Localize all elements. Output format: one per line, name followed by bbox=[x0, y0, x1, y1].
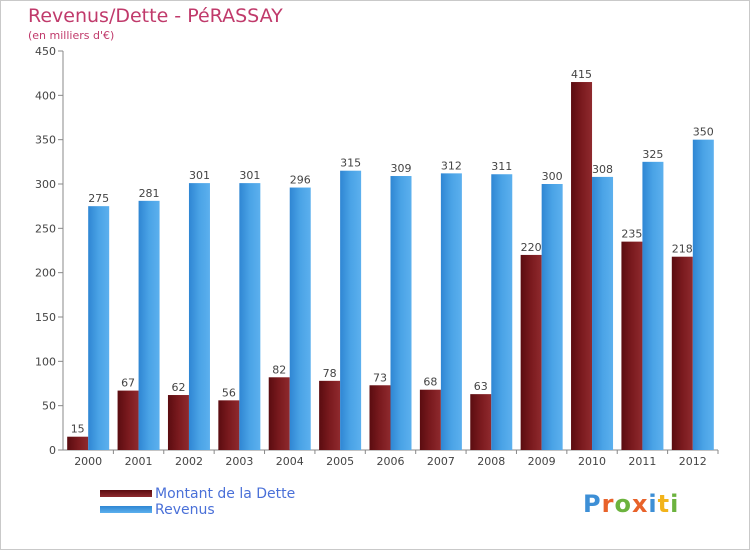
x-tick-label: 2002 bbox=[175, 455, 203, 468]
value-label: 301 bbox=[239, 169, 260, 182]
value-label: 275 bbox=[88, 192, 109, 205]
bar-revenus bbox=[642, 161, 664, 451]
bar-revenus bbox=[188, 183, 210, 450]
y-tick-label: 200 bbox=[35, 267, 56, 280]
bar-revenus bbox=[440, 173, 462, 451]
logo-letter: i bbox=[648, 490, 658, 518]
legend-swatch-revenus bbox=[100, 506, 152, 513]
bar-dette bbox=[319, 380, 341, 450]
y-tick-label: 50 bbox=[42, 400, 56, 413]
x-tick-label: 2004 bbox=[276, 455, 304, 468]
legend-swatch-dette bbox=[100, 490, 152, 497]
value-label: 308 bbox=[592, 163, 613, 176]
logo-letter: i bbox=[670, 490, 680, 518]
value-label: 235 bbox=[621, 228, 642, 241]
value-label: 296 bbox=[290, 174, 311, 187]
value-label: 281 bbox=[139, 187, 160, 200]
x-tick-label: 2001 bbox=[125, 455, 153, 468]
value-label: 315 bbox=[340, 157, 361, 170]
y-tick-label: 400 bbox=[35, 89, 56, 102]
bar-revenus bbox=[592, 176, 614, 450]
y-tick-label: 100 bbox=[35, 355, 56, 368]
bar-dette bbox=[671, 256, 693, 450]
bar-revenus bbox=[138, 200, 160, 450]
legend-label-revenus: Revenus bbox=[155, 502, 215, 518]
bar-dette bbox=[571, 82, 593, 451]
value-label: 312 bbox=[441, 159, 462, 172]
chart-title: Revenus/Dette - PéRASSAY bbox=[28, 5, 283, 27]
x-tick-label: 2007 bbox=[427, 455, 455, 468]
bar-revenus bbox=[239, 183, 261, 450]
bar-revenus bbox=[491, 174, 513, 450]
bar-dette bbox=[369, 385, 391, 450]
chart-value-labels: 15 67 62 56 82 78 73 68 63 220 415 235 218 275 281 301 3… bbox=[71, 68, 714, 436]
bar-revenus bbox=[88, 206, 110, 450]
value-label: 350 bbox=[693, 126, 714, 139]
bar-revenus bbox=[289, 187, 311, 450]
bar-dette bbox=[218, 400, 240, 450]
chart-bars bbox=[67, 82, 714, 451]
y-tick-label: 450 bbox=[35, 45, 56, 58]
legend-label-dette: Montant de la Dette bbox=[155, 486, 296, 502]
value-label: 220 bbox=[521, 241, 542, 254]
value-label: 301 bbox=[189, 169, 210, 182]
bar-revenus bbox=[390, 176, 412, 450]
bar-dette bbox=[520, 254, 542, 450]
bar-dette bbox=[67, 436, 89, 450]
value-label: 309 bbox=[391, 162, 412, 175]
x-tick-label: 2011 bbox=[628, 455, 656, 468]
value-label: 68 bbox=[423, 376, 437, 389]
value-label: 82 bbox=[272, 363, 286, 376]
value-label: 78 bbox=[323, 367, 337, 380]
bar-revenus bbox=[692, 139, 714, 450]
bar-revenus bbox=[340, 170, 362, 450]
bar-dette bbox=[419, 389, 441, 450]
value-label: 15 bbox=[71, 423, 85, 436]
logo-letter: t bbox=[657, 490, 671, 518]
x-tick-label: 2008 bbox=[477, 455, 505, 468]
y-tick-label: 250 bbox=[35, 222, 56, 235]
y-tick-label: 300 bbox=[35, 178, 56, 191]
value-label: 218 bbox=[672, 243, 693, 256]
x-tick-label: 2006 bbox=[377, 455, 405, 468]
logo-letter: o bbox=[614, 490, 632, 518]
bar-dette bbox=[117, 390, 139, 450]
bar-dette bbox=[268, 377, 290, 450]
value-label: 67 bbox=[121, 377, 135, 390]
y-tick-label: 150 bbox=[35, 311, 56, 324]
bar-dette bbox=[470, 394, 492, 450]
x-tick-label: 2009 bbox=[528, 455, 556, 468]
value-label: 56 bbox=[222, 386, 236, 399]
value-label: 415 bbox=[571, 68, 592, 81]
logo-letter: r bbox=[601, 490, 615, 518]
y-tick-label: 0 bbox=[49, 444, 56, 457]
logo-letter: x bbox=[631, 490, 649, 518]
chart-subtitle: (en milliers d'€) bbox=[28, 29, 115, 42]
proxiti-logo: Proxiti bbox=[583, 490, 679, 518]
x-tick-label: 2010 bbox=[578, 455, 606, 468]
logo-letter: P bbox=[583, 490, 602, 518]
bar-dette bbox=[167, 395, 189, 450]
x-tick-label: 2000 bbox=[74, 455, 102, 468]
value-label: 63 bbox=[474, 380, 488, 393]
value-label: 62 bbox=[171, 381, 185, 394]
x-tick-label: 2003 bbox=[225, 455, 253, 468]
chart-axes: 0 50 100 150 200 250 300 350 400 450 2000 2001 2002 2… bbox=[35, 45, 719, 468]
value-label: 311 bbox=[491, 160, 512, 173]
value-label: 73 bbox=[373, 371, 387, 384]
bar-revenus bbox=[541, 184, 563, 450]
y-tick-label: 350 bbox=[35, 134, 56, 147]
value-label: 325 bbox=[642, 148, 663, 161]
bar-dette bbox=[621, 241, 643, 450]
x-tick-label: 2012 bbox=[679, 455, 707, 468]
value-label: 300 bbox=[542, 170, 563, 183]
x-tick-label: 2005 bbox=[326, 455, 354, 468]
